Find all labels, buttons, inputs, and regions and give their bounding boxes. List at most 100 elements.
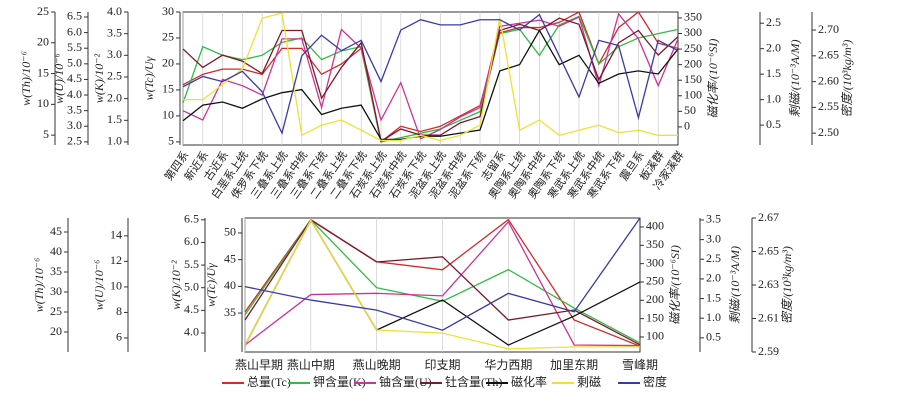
y-tick-label: 4.0: [67, 87, 82, 101]
y-tick-label: 40: [50, 244, 62, 258]
y-tick-label: 2.63: [758, 277, 779, 291]
axis-label: w(U)/10⁻⁶: [52, 53, 66, 104]
series-line: [244, 220, 641, 347]
y-tick-label: 5: [43, 127, 49, 141]
y-tick-label: 250: [646, 274, 664, 288]
series-line: [182, 29, 679, 141]
legend-label: 密度: [643, 374, 667, 389]
y-tick-label: 4.0: [184, 325, 199, 339]
y-tick-label: 5.5: [184, 257, 199, 271]
y-tick-label: 12: [110, 253, 122, 267]
axis-label: w(K)/10⁻²: [169, 260, 183, 310]
y-tick-label: 5: [168, 134, 174, 148]
y-tick-label: 1.0: [706, 310, 721, 324]
y-tick-label: 6.5: [184, 212, 199, 226]
y-tick-label: 2.50: [818, 125, 839, 139]
y-tick-label: 2.65: [818, 48, 839, 62]
y-tick-label: 10: [110, 279, 122, 293]
x-tick-label: 燕山早期: [235, 358, 283, 372]
legend-label: 钍含量(Th): [445, 374, 502, 389]
y-tick-label: 4.0: [107, 4, 122, 18]
y-tick-label: 20: [37, 35, 49, 49]
y-tick-label: 6.0: [67, 24, 82, 38]
y-tick-label: 4.5: [67, 71, 82, 85]
axis-label: 剩磁/(10⁻³A/M): [788, 40, 802, 118]
y-tick-label: 20: [162, 56, 174, 70]
axis-label: w(Tc)/Uγ: [142, 56, 156, 100]
y-tick-label: 2.5: [706, 251, 721, 265]
y-tick-label: 200: [684, 56, 702, 70]
y-tick-label: 20: [50, 324, 62, 338]
series-line: [182, 15, 679, 143]
y-tick-label: 3.0: [706, 231, 721, 245]
y-tick-label: 2.5: [67, 134, 82, 148]
legend-label: 剩磁: [577, 374, 601, 389]
y-tick-label: 30: [50, 284, 62, 298]
y-tick-label: 2.0: [706, 271, 721, 285]
y-tick-label: 400: [646, 219, 664, 233]
x-tick-label: 燕山晚期: [353, 358, 401, 372]
y-tick-label: 5.0: [184, 279, 199, 293]
y-tick-label: 200: [646, 292, 664, 306]
y-tick-label: 0.5: [766, 117, 781, 131]
series-line: [244, 218, 640, 350]
y-tick-label: 2.59: [758, 344, 779, 358]
y-tick-label: 150: [646, 310, 664, 324]
y-tick-label: 2.55: [818, 99, 839, 113]
y-tick-label: 1.5: [766, 66, 781, 80]
y-tick-label: 2.67: [758, 210, 779, 224]
y-tick-label: 1.5: [706, 290, 721, 304]
series-line: [182, 13, 679, 136]
y-tick-label: 6.5: [67, 9, 82, 23]
y-tick-label: 100: [684, 88, 702, 102]
y-tick-label: 2.70: [818, 22, 839, 36]
y-tick-label: 30: [162, 4, 174, 18]
y-tick-label: 3.5: [706, 212, 721, 226]
series-line: [182, 12, 679, 140]
axis-label: 磁化率/(10⁻⁶SI): [668, 245, 682, 325]
y-tick-label: 350: [684, 10, 702, 24]
x-tick-label: 华力西期: [484, 358, 532, 372]
series-line: [244, 217, 641, 331]
x-tick-label: 印支期: [424, 358, 460, 372]
x-tick-label: 燕山中期: [287, 357, 335, 372]
y-tick-label: 3.5: [107, 25, 122, 39]
y-tick-label: 2.61: [758, 310, 779, 324]
series-line: [182, 17, 679, 143]
y-tick-label: 100: [646, 329, 664, 343]
y-tick-label: 2.5: [107, 69, 122, 83]
x-tick-label: 雪峰期: [622, 358, 658, 372]
y-tick-label: 1.0: [107, 134, 122, 148]
y-tick-label: 50: [684, 103, 696, 117]
axis-label: w(Tc)/Uγ: [204, 263, 218, 307]
y-tick-label: 350: [646, 237, 664, 251]
y-tick-label: 250: [684, 41, 702, 55]
y-tick-label: 2.5: [766, 15, 781, 29]
y-tick-label: 15: [162, 82, 174, 96]
y-tick-label: 0: [684, 119, 690, 133]
y-tick-label: 4.5: [184, 302, 199, 316]
x-tick-label: 加里东期: [550, 358, 598, 372]
y-tick-label: 2.65: [758, 243, 779, 257]
y-tick-label: 2.0: [766, 40, 781, 54]
axis-label: 密度/(10³kg/m³): [780, 246, 794, 324]
y-tick-label: 150: [684, 72, 702, 86]
y-tick-label: 3.0: [67, 118, 82, 132]
y-tick-label: 40: [224, 278, 236, 292]
y-tick-label: 8: [116, 304, 122, 318]
y-tick-label: 35: [224, 305, 236, 319]
y-tick-label: 1.0: [766, 91, 781, 105]
y-tick-label: 300: [684, 25, 702, 39]
axis-label: 剩磁/(10⁻³A/M): [728, 246, 742, 324]
y-tick-label: 5.0: [67, 56, 82, 70]
y-tick-label: 5.5: [67, 40, 82, 54]
y-tick-label: 45: [224, 251, 236, 265]
y-tick-label: 1.5: [107, 112, 122, 126]
y-tick-label: 6: [116, 330, 122, 344]
y-tick-label: 3.5: [67, 102, 82, 116]
axis-label: w(K)/10⁻²: [92, 53, 106, 103]
axis-label: 密度/(10³kg/m³): [840, 40, 854, 118]
y-tick-label: 3.0: [107, 47, 122, 61]
axis-label: w(Th)/10⁻⁶: [19, 51, 33, 106]
